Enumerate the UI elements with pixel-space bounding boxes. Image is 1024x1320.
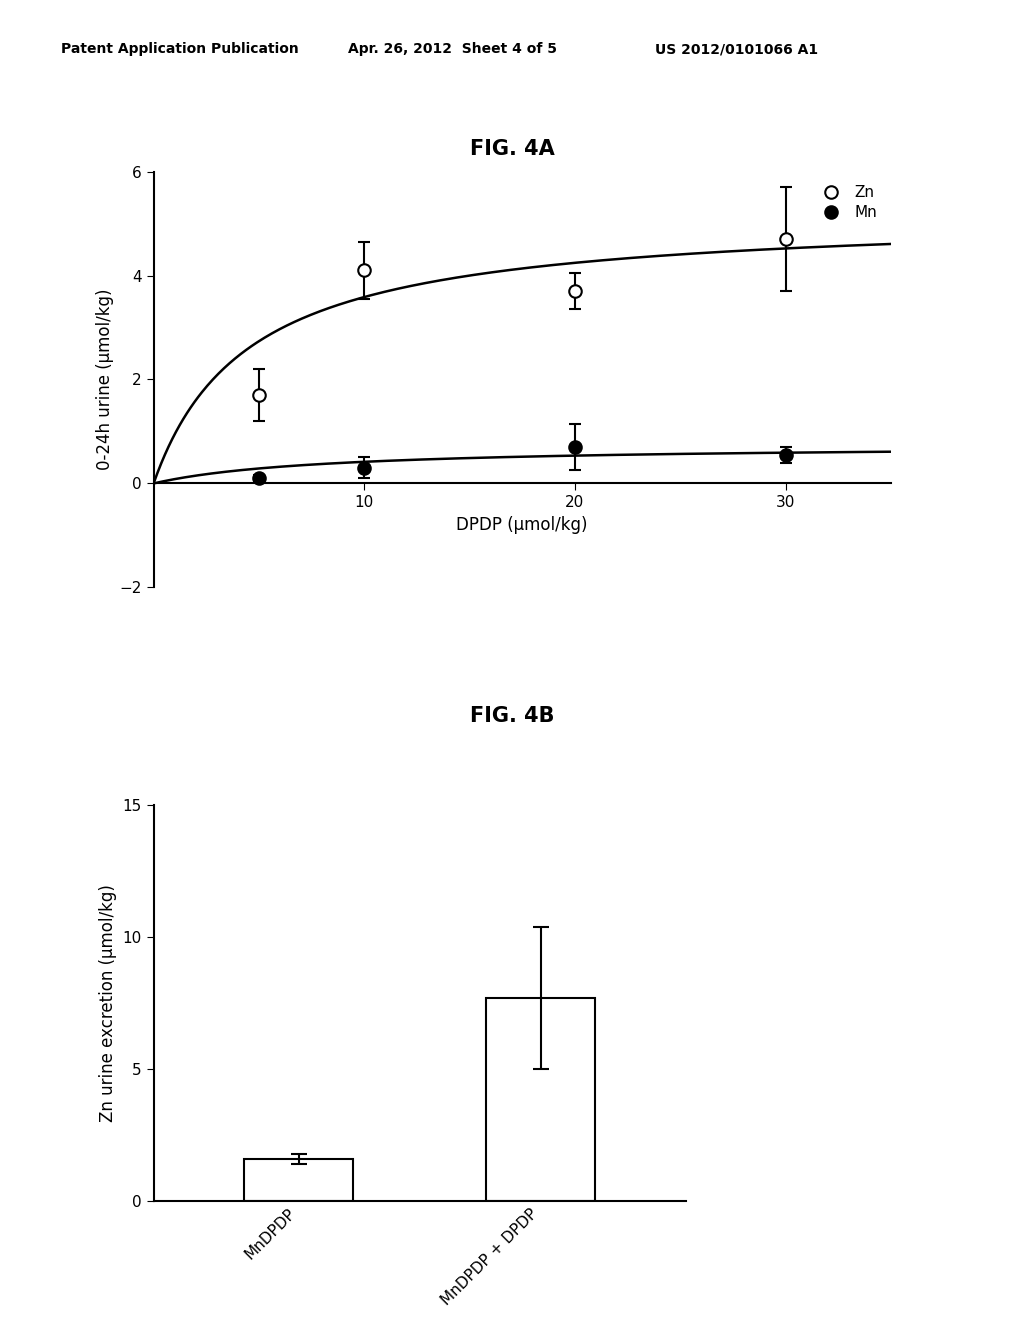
Text: FIG. 4A: FIG. 4A xyxy=(470,139,554,158)
Bar xyxy=(245,1159,353,1201)
Text: Patent Application Publication: Patent Application Publication xyxy=(61,42,299,57)
X-axis label: DPDP (μmol/kg): DPDP (μmol/kg) xyxy=(457,516,588,533)
Y-axis label: 0-24h urine (μmol/kg): 0-24h urine (μmol/kg) xyxy=(96,289,114,470)
Text: US 2012/0101066 A1: US 2012/0101066 A1 xyxy=(655,42,818,57)
Text: Apr. 26, 2012  Sheet 4 of 5: Apr. 26, 2012 Sheet 4 of 5 xyxy=(348,42,557,57)
Text: FIG. 4B: FIG. 4B xyxy=(470,706,554,726)
Legend: Zn, Mn: Zn, Mn xyxy=(810,180,884,226)
Bar xyxy=(486,998,595,1201)
Y-axis label: Zn urine excretion (μmol/kg): Zn urine excretion (μmol/kg) xyxy=(99,884,117,1122)
